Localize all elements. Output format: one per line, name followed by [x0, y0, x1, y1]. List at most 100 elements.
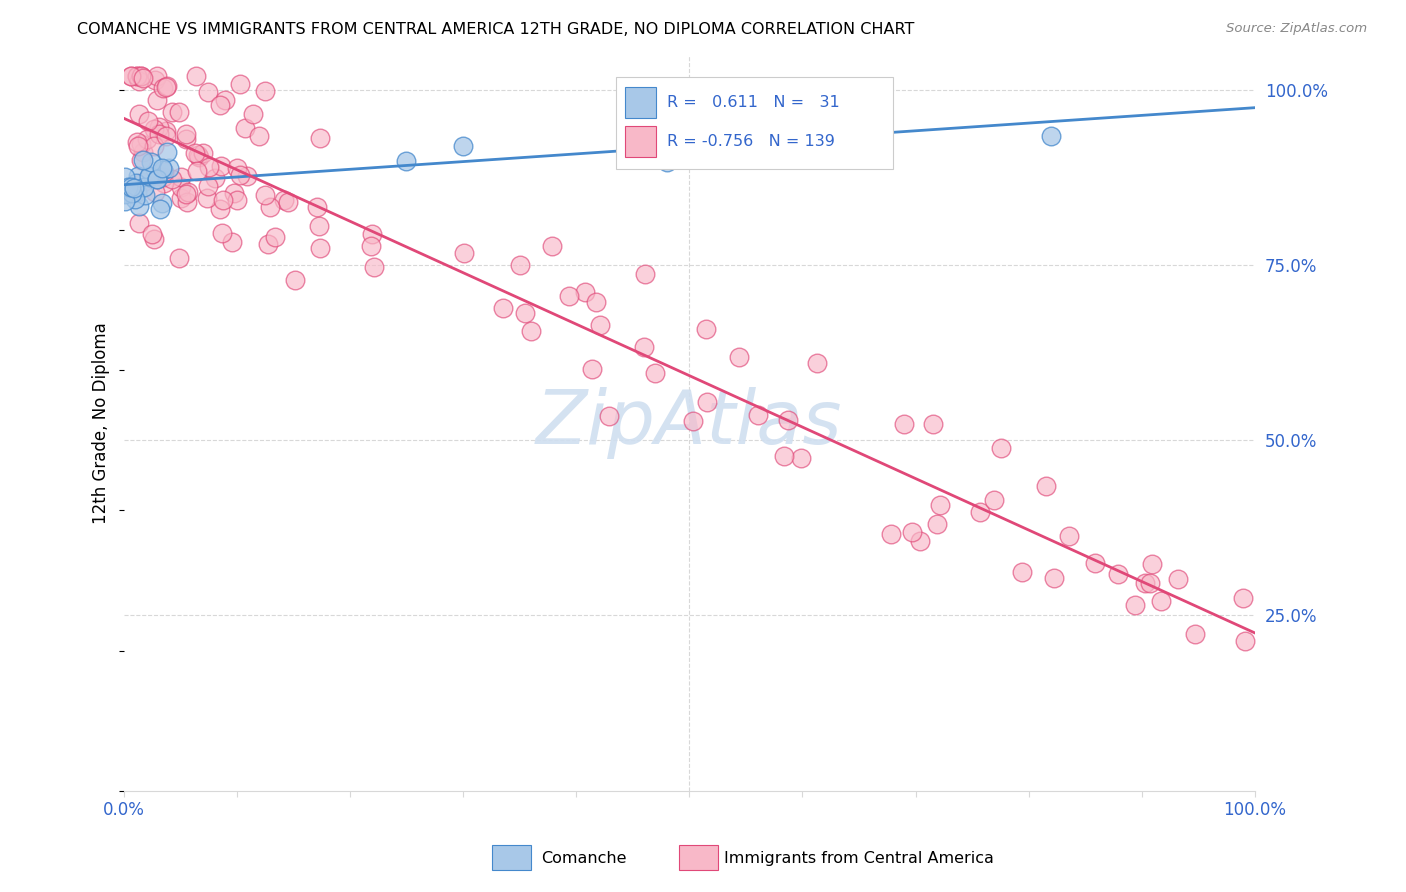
- Point: [208, 202, 231, 216]
- Point: [132, 145, 155, 160]
- Point: [257, 236, 280, 251]
- Text: Comanche: Comanche: [541, 851, 627, 865]
- Point: [127, 185, 149, 199]
- Point: [146, 171, 169, 186]
- Point: [127, 139, 149, 153]
- Point: [198, 160, 221, 174]
- Point: [305, 200, 328, 214]
- Point: [176, 195, 198, 210]
- Point: [308, 219, 330, 233]
- Point: [1150, 593, 1173, 607]
- Point: [395, 153, 418, 168]
- Point: [170, 170, 193, 185]
- Point: [155, 129, 177, 144]
- Point: [277, 195, 299, 210]
- Point: [284, 273, 307, 287]
- Point: [922, 417, 945, 431]
- Point: [969, 505, 991, 519]
- Point: [125, 69, 148, 83]
- Point: [186, 163, 208, 178]
- Point: [121, 186, 143, 200]
- Point: [138, 170, 160, 185]
- Point: [174, 186, 197, 201]
- Point: [117, 180, 139, 194]
- Point: [235, 169, 257, 184]
- Point: [242, 107, 264, 121]
- Point: [152, 163, 174, 178]
- Point: [129, 69, 152, 83]
- Point: [225, 161, 247, 175]
- Point: [128, 107, 150, 121]
- Point: [128, 216, 150, 230]
- Point: [148, 120, 170, 134]
- Point: [1135, 575, 1157, 590]
- Point: [644, 366, 666, 380]
- Point: [589, 318, 612, 332]
- Point: [1123, 598, 1146, 612]
- Point: [222, 186, 245, 200]
- Point: [114, 187, 136, 202]
- Point: [204, 171, 226, 186]
- Point: [581, 361, 603, 376]
- Point: [229, 78, 252, 92]
- Point: [585, 294, 607, 309]
- Point: [138, 169, 160, 183]
- Point: [143, 73, 166, 87]
- Point: [893, 417, 915, 431]
- Point: [209, 98, 232, 112]
- Point: [132, 180, 155, 194]
- Point: [1140, 557, 1163, 571]
- Point: [146, 69, 169, 83]
- Point: [152, 170, 174, 185]
- Point: [187, 148, 209, 162]
- Point: [212, 193, 235, 207]
- Point: [682, 414, 704, 428]
- Point: [183, 145, 205, 160]
- Point: [184, 69, 207, 83]
- Point: [156, 145, 179, 160]
- Point: [1167, 572, 1189, 586]
- Point: [1035, 479, 1057, 493]
- Point: [309, 131, 332, 145]
- Point: [925, 517, 948, 532]
- Point: [129, 153, 152, 167]
- Point: [167, 251, 190, 265]
- Point: [142, 122, 165, 136]
- Point: [983, 493, 1005, 508]
- Point: [127, 69, 149, 83]
- Point: [1043, 571, 1066, 585]
- Text: COMANCHE VS IMMIGRANTS FROM CENTRAL AMERICA 12TH GRADE, NO DIPLOMA CORRELATION C: COMANCHE VS IMMIGRANTS FROM CENTRAL AMER…: [77, 22, 915, 37]
- Point: [141, 155, 163, 169]
- Point: [1040, 129, 1063, 144]
- Point: [360, 227, 382, 242]
- Point: [145, 93, 167, 107]
- Point: [174, 127, 197, 141]
- Point: [149, 202, 172, 216]
- Point: [188, 149, 211, 163]
- Point: [167, 105, 190, 120]
- Point: [129, 136, 152, 151]
- Point: [157, 161, 180, 176]
- Point: [128, 199, 150, 213]
- Point: [1139, 576, 1161, 591]
- Point: [156, 79, 179, 94]
- Point: [136, 114, 159, 128]
- Point: [169, 191, 191, 205]
- Point: [453, 246, 475, 260]
- Point: [221, 235, 243, 249]
- Point: [115, 186, 138, 200]
- Point: [908, 533, 931, 548]
- Point: [598, 409, 620, 424]
- Point: [114, 170, 136, 185]
- Point: [273, 193, 295, 207]
- Point: [229, 169, 252, 183]
- Text: R =   0.611   N =   31: R = 0.611 N = 31: [666, 95, 839, 110]
- Text: Source: ZipAtlas.com: Source: ZipAtlas.com: [1226, 22, 1367, 36]
- Point: [155, 123, 177, 137]
- Point: [728, 351, 751, 365]
- Text: R = -0.756   N = 139: R = -0.756 N = 139: [666, 134, 835, 149]
- Point: [253, 85, 276, 99]
- Point: [174, 132, 197, 146]
- Point: [134, 188, 156, 202]
- Point: [263, 230, 285, 244]
